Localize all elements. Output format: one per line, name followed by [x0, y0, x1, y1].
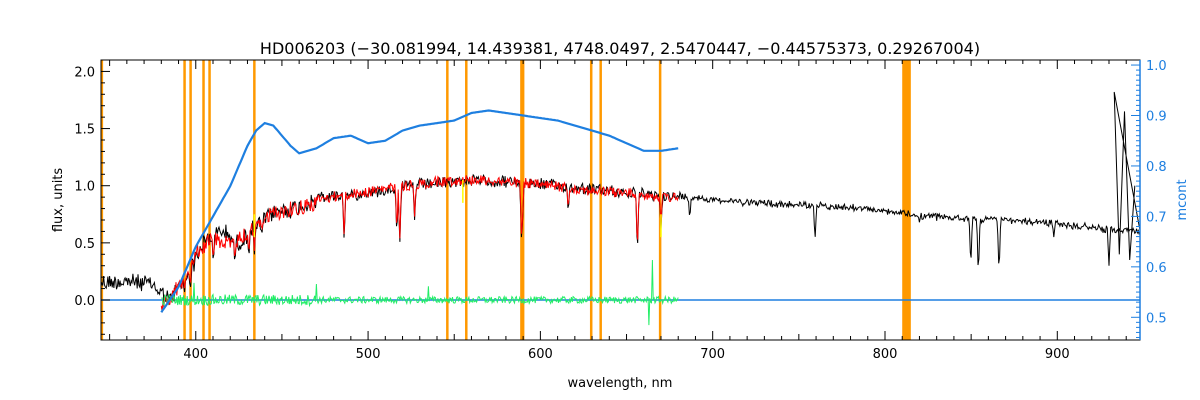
x-tick-label: 400 [183, 347, 208, 362]
chart-title: HD006203 (−30.081994, 14.439381, 4748.04… [260, 39, 980, 58]
y2-axis-label: mcont [1175, 179, 1190, 220]
y-axis: 0.0 0.5 1.0 1.5 2.0 [74, 65, 110, 335]
x-tick-label: 500 [356, 347, 381, 362]
y2-axis: 0.5 0.6 0.7 0.8 0.9 1.0 [1131, 59, 1167, 340]
y-tick-label: 1.5 [74, 123, 95, 138]
x-tick-label: 800 [873, 347, 898, 362]
y-tick-label: 0.5 [74, 237, 95, 252]
x-tick-label: 700 [700, 347, 725, 362]
y2-tick-label: 0.7 [1146, 210, 1167, 225]
y2-tick-label: 1.0 [1146, 59, 1167, 74]
y2-tick-label: 0.9 [1146, 109, 1167, 124]
mask-band [902, 60, 911, 340]
observed-spectrum [100, 91, 1141, 303]
y-tick-label: 0.0 [74, 294, 95, 309]
y2-tick-label: 0.6 [1146, 261, 1167, 276]
x-tick-label: 600 [528, 347, 553, 362]
overlay-layer [160, 109, 679, 313]
x-axis-label: wavelength, nm [568, 376, 673, 391]
residual-spectrum [161, 259, 679, 326]
y-axis-label: flux, units [51, 168, 66, 233]
y-tick-label: 2.0 [74, 65, 95, 80]
y2-tick-label: 0.5 [1146, 311, 1167, 326]
y-tick-label: 1.0 [74, 180, 95, 195]
model-spectrum [160, 174, 679, 313]
x-tick-label: 900 [1045, 347, 1070, 362]
spectra-layer [100, 91, 1141, 326]
mask-lines [100, 60, 911, 340]
x-axis: 400 500 600 700 800 900 [109, 60, 1127, 362]
y2-tick-label: 0.8 [1146, 160, 1167, 175]
mcont-curve [160, 109, 679, 313]
